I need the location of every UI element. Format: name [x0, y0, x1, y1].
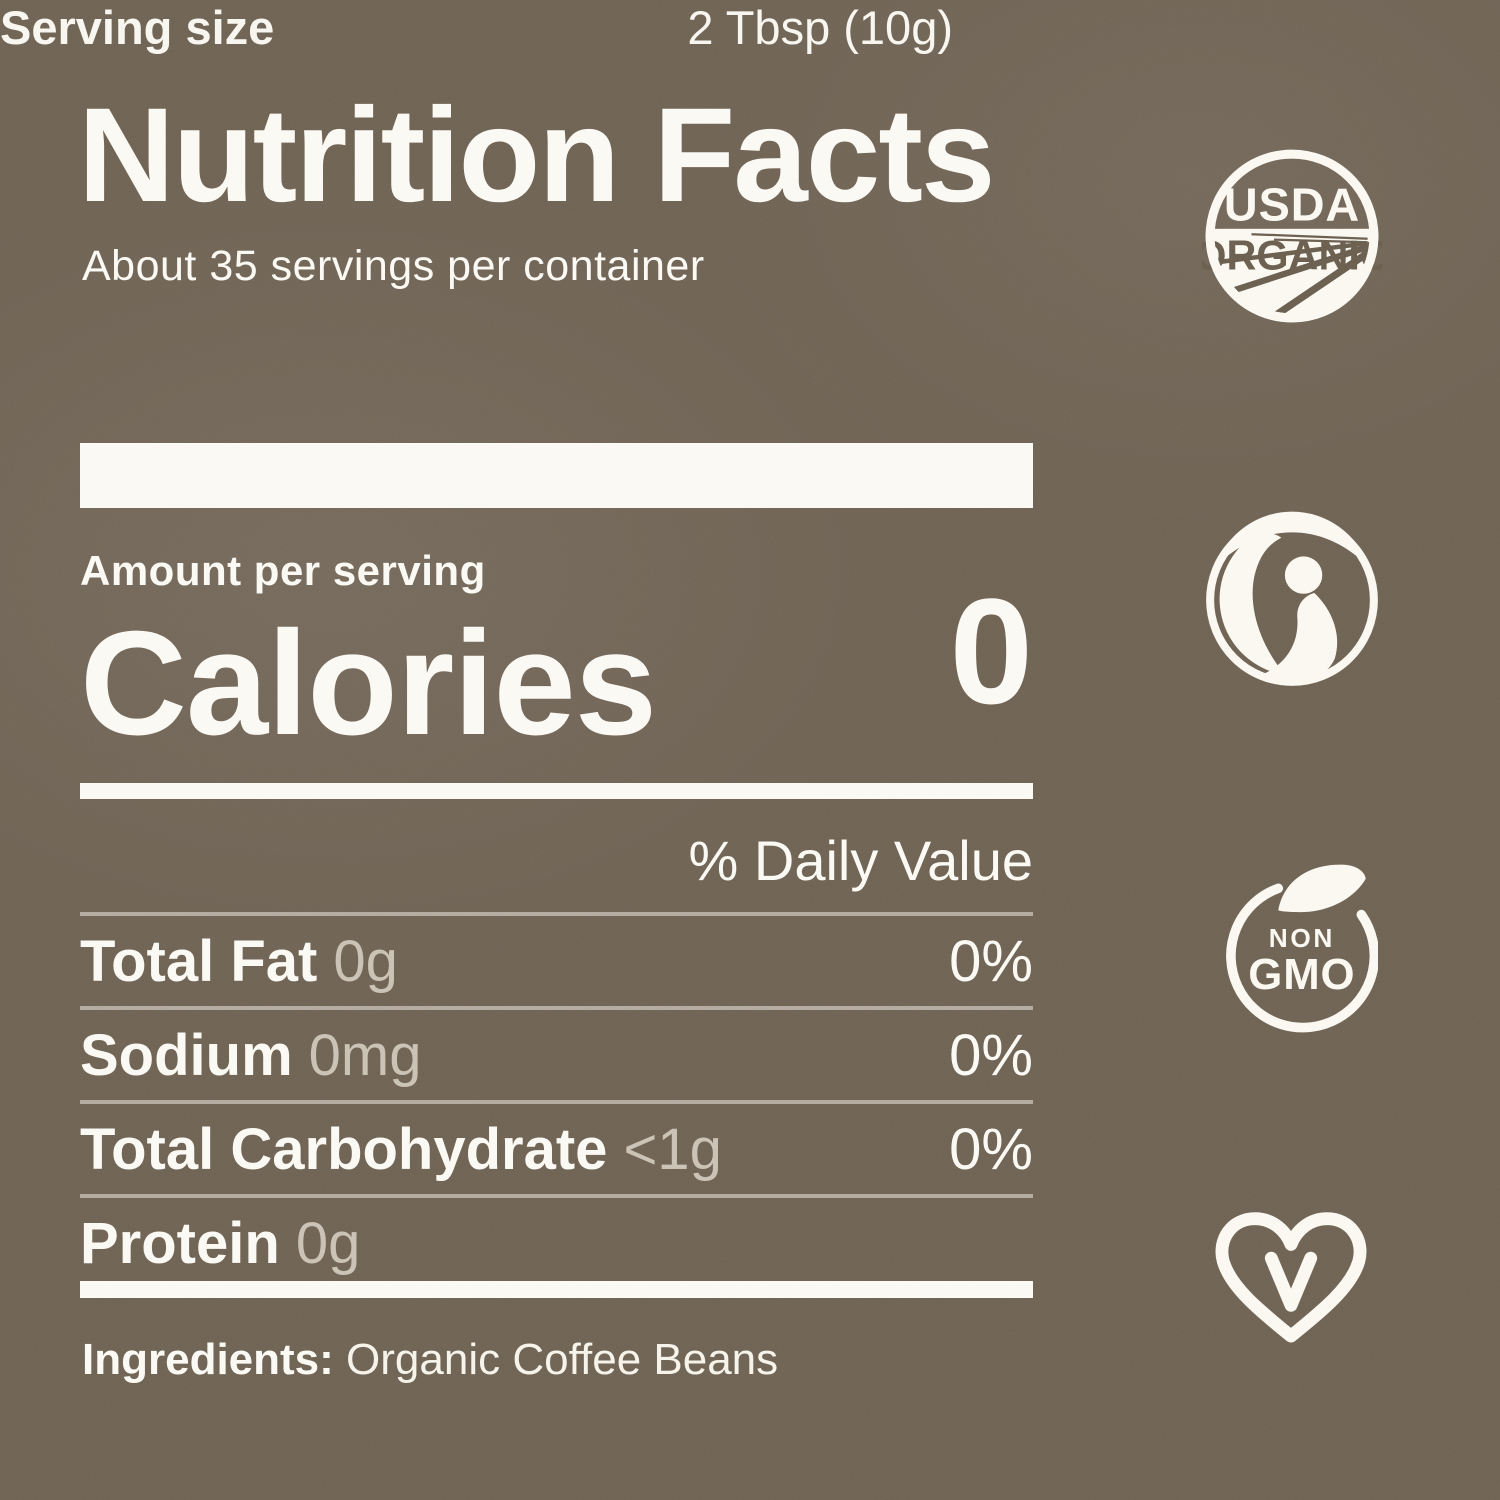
thick-separator-bar — [80, 1281, 1033, 1298]
nutrient-cell: Protein 0g — [80, 1210, 360, 1277]
nutrient-table: Total Fat 0g 0% Sodium 0mg 0% Total Carb… — [80, 912, 1033, 1288]
non-gmo-icon: NON GMO — [1226, 864, 1378, 1033]
amount-per-serving-label: Amount per serving — [80, 547, 486, 594]
nutrient-cell: Total Fat 0g — [80, 928, 398, 995]
thick-separator-bar — [80, 443, 1033, 508]
serving-size-label: Serving size — [0, 1, 275, 54]
table-row: Total Carbohydrate <1g 0% — [80, 1100, 1033, 1194]
serving-size-row: Serving size 2 Tbsp (10g) — [0, 0, 953, 55]
servings-per-container-text: About 35 servings per container — [82, 242, 705, 290]
nutrient-name: Protein — [80, 1210, 280, 1276]
usda-text: USDA — [1224, 179, 1360, 231]
organic-text: ORGANIC — [1202, 232, 1382, 278]
nutrient-cell: Total Carbohydrate <1g — [80, 1116, 722, 1183]
table-row: Total Fat 0g 0% — [80, 912, 1033, 1006]
nutrient-name: Total Fat — [80, 928, 318, 994]
table-row: Sodium 0mg 0% — [80, 1006, 1033, 1100]
gmo-text: GMO — [1248, 950, 1355, 999]
daily-value-header: % Daily Value — [688, 829, 1033, 892]
serving-size-value: 2 Tbsp (10g) — [687, 1, 953, 54]
nutrient-amount: 0g — [333, 928, 398, 994]
nutrient-daily-value: 0% — [949, 928, 1033, 994]
nutrient-amount: 0g — [295, 1210, 361, 1276]
vegan-heart-icon — [1215, 1212, 1367, 1343]
ingredients-value: Organic Coffee Beans — [346, 1335, 779, 1384]
nutrient-name: Sodium — [80, 1022, 293, 1088]
ingredients-label: Ingredients: — [82, 1335, 334, 1384]
ingredients-line: Ingredients: Organic Coffee Beans — [82, 1335, 779, 1384]
nutrient-cell: Sodium 0mg — [80, 1022, 422, 1089]
nutrient-amount: <1g — [623, 1116, 722, 1182]
usda-organic-icon: USDA ORGANIC — [1202, 149, 1382, 323]
nutrient-daily-value: 0% — [949, 1022, 1033, 1088]
nutrient-daily-value: 0% — [949, 1116, 1033, 1182]
non-text: NON — [1269, 923, 1335, 953]
fairtrade-icon — [1206, 511, 1378, 686]
nutrient-name: Total Carbohydrate — [80, 1116, 608, 1182]
vegan-v-mark — [1264, 1251, 1318, 1312]
page-title: Nutrition Facts — [78, 81, 995, 230]
nutrient-amount: 0mg — [308, 1022, 422, 1088]
table-row: Protein 0g — [80, 1194, 1033, 1288]
thin-separator-bar — [80, 783, 1033, 799]
calories-value: 0 — [949, 567, 1033, 735]
calories-label: Calories — [80, 601, 657, 766]
